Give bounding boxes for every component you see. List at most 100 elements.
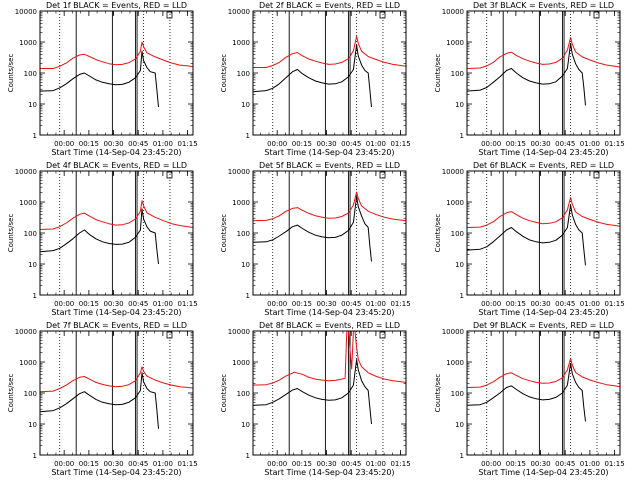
series-line-lld — [466, 358, 621, 388]
y-tick-label: 1000 — [446, 39, 464, 47]
chart-panel-4: Det 4f BLACK = Events, RED = LLD 1 10 100 10… — [7, 161, 198, 317]
x-axis-label: Start Time (14-Sep-04 23:45:20) — [51, 308, 181, 317]
y-tick-label: 10000 — [15, 8, 37, 16]
y-tick-label: 10 — [455, 421, 464, 429]
y-tick-label: 100 — [237, 390, 250, 398]
x-tick-label: 00:30 — [316, 300, 336, 308]
x-tick-label: 01:15 — [177, 140, 197, 148]
y-tick-label: 100 — [237, 230, 250, 238]
chart-panel-5: Det 5f BLACK = Events, RED = LLD 1 10 100 10… — [220, 161, 411, 317]
y-tick-label: 1 — [33, 132, 37, 140]
y-tick-label: 1000 — [232, 199, 250, 207]
y-tick-label: 10 — [455, 101, 464, 109]
x-tick-label: 00:00 — [54, 460, 74, 468]
x-tick-label: 00:00 — [267, 140, 287, 148]
x-tick-label: 01:15 — [604, 300, 624, 308]
y-tick-label: 1 — [33, 452, 37, 460]
y-tick-label: 1000 — [19, 199, 37, 207]
x-axis-label: Start Time (14-Sep-04 23:45:20) — [264, 468, 394, 477]
legend-marker — [593, 331, 600, 339]
x-axis-label: Start Time (14-Sep-04 23:45:20) — [478, 468, 608, 477]
y-tick-label: 10000 — [228, 168, 250, 176]
x-tick-label: 00:00 — [267, 460, 287, 468]
y-tick-label: 10 — [28, 101, 37, 109]
y-tick-label: 1 — [33, 292, 37, 300]
x-axis-label: Start Time (14-Sep-04 23:45:20) — [478, 308, 608, 317]
y-axis-label: Counts/sec — [434, 54, 442, 93]
y-tick-label: 10000 — [442, 8, 464, 16]
x-tick-label: 00:30 — [530, 140, 550, 148]
y-tick-label: 10000 — [228, 328, 250, 336]
x-tick-label: 01:00 — [580, 460, 600, 468]
y-axis-label: Counts/sec — [220, 374, 228, 413]
y-axis-label: Counts/sec — [434, 374, 442, 413]
legend-marker — [593, 11, 600, 19]
x-tick-label: 00:15 — [79, 460, 99, 468]
chart-title: Det 5f BLACK = Events, RED = LLD — [259, 161, 400, 170]
chart-title: Det 9f BLACK = Events, RED = LLD — [473, 321, 614, 330]
x-tick-label: 01:00 — [366, 460, 386, 468]
x-tick-label: 00:15 — [292, 300, 312, 308]
x-tick-label: 00:45 — [341, 140, 361, 148]
x-tick-label: 01:00 — [366, 140, 386, 148]
chart-title: Det 2f BLACK = Events, RED = LLD — [259, 1, 400, 10]
x-tick-label: 00:45 — [341, 300, 361, 308]
x-tick-label: 00:45 — [128, 300, 148, 308]
y-tick-label: 1 — [460, 132, 464, 140]
series-line-lld — [466, 197, 621, 228]
chart-panel-8: Det 8f BLACK = Events, RED = LLD 1 10 100 10… — [220, 321, 411, 477]
x-axis-label: Start Time (14-Sep-04 23:45:20) — [478, 148, 608, 157]
x-tick-label: 00:00 — [481, 140, 501, 148]
x-tick-label: 01:15 — [604, 140, 624, 148]
y-tick-label: 10000 — [15, 328, 37, 336]
x-tick-label: 00:15 — [292, 140, 312, 148]
x-tick-label: 01:15 — [604, 460, 624, 468]
x-tick-label: 00:45 — [555, 140, 575, 148]
y-tick-label: 1000 — [446, 199, 464, 207]
series-line-events — [252, 359, 372, 425]
series-line-lld — [252, 330, 407, 386]
series-line-lld — [252, 191, 407, 222]
y-tick-label: 100 — [451, 70, 464, 78]
x-tick-label: 00:15 — [506, 140, 526, 148]
chart-title: Det 7f BLACK = Events, RED = LLD — [46, 321, 187, 330]
x-tick-label: 00:15 — [79, 140, 99, 148]
series-line-lld — [39, 200, 194, 230]
chart-title: Det 8f BLACK = Events, RED = LLD — [259, 321, 400, 330]
x-tick-label: 00:30 — [103, 300, 123, 308]
x-tick-label: 00:00 — [267, 300, 287, 308]
x-tick-label: 01:00 — [153, 460, 173, 468]
y-tick-label: 100 — [237, 70, 250, 78]
series-line-lld — [466, 37, 621, 69]
x-axis-label: Start Time (14-Sep-04 23:45:20) — [51, 148, 181, 157]
chart-panel-6: Det 6f BLACK = Events, RED = LLD 1 10 100 10… — [434, 161, 625, 317]
series-line-events — [252, 44, 372, 108]
y-axis-label: Counts/sec — [434, 214, 442, 253]
x-tick-label: 00:00 — [481, 460, 501, 468]
x-tick-label: 00:30 — [316, 460, 336, 468]
x-tick-label: 00:00 — [54, 140, 74, 148]
y-tick-label: 10 — [28, 261, 37, 269]
x-tick-label: 01:00 — [366, 300, 386, 308]
x-tick-label: 01:00 — [580, 140, 600, 148]
series-line-events — [39, 50, 159, 108]
series-line-events — [466, 204, 586, 266]
y-tick-label: 10000 — [442, 168, 464, 176]
x-tick-label: 00:30 — [103, 460, 123, 468]
x-axis-label: Start Time (14-Sep-04 23:45:20) — [51, 468, 181, 477]
y-tick-label: 10 — [455, 261, 464, 269]
y-tick-label: 1000 — [446, 359, 464, 367]
series-line-lld — [39, 366, 194, 393]
x-tick-label: 00:45 — [341, 460, 361, 468]
y-tick-label: 10000 — [442, 328, 464, 336]
y-tick-label: 1 — [246, 132, 250, 140]
legend-marker — [379, 11, 386, 19]
x-tick-label: 00:45 — [128, 460, 148, 468]
x-tick-label: 00:45 — [128, 140, 148, 148]
x-tick-label: 00:15 — [506, 300, 526, 308]
y-tick-label: 10000 — [15, 168, 37, 176]
y-tick-label: 10 — [241, 101, 250, 109]
legend-marker — [166, 11, 173, 19]
x-tick-label: 01:00 — [153, 300, 173, 308]
